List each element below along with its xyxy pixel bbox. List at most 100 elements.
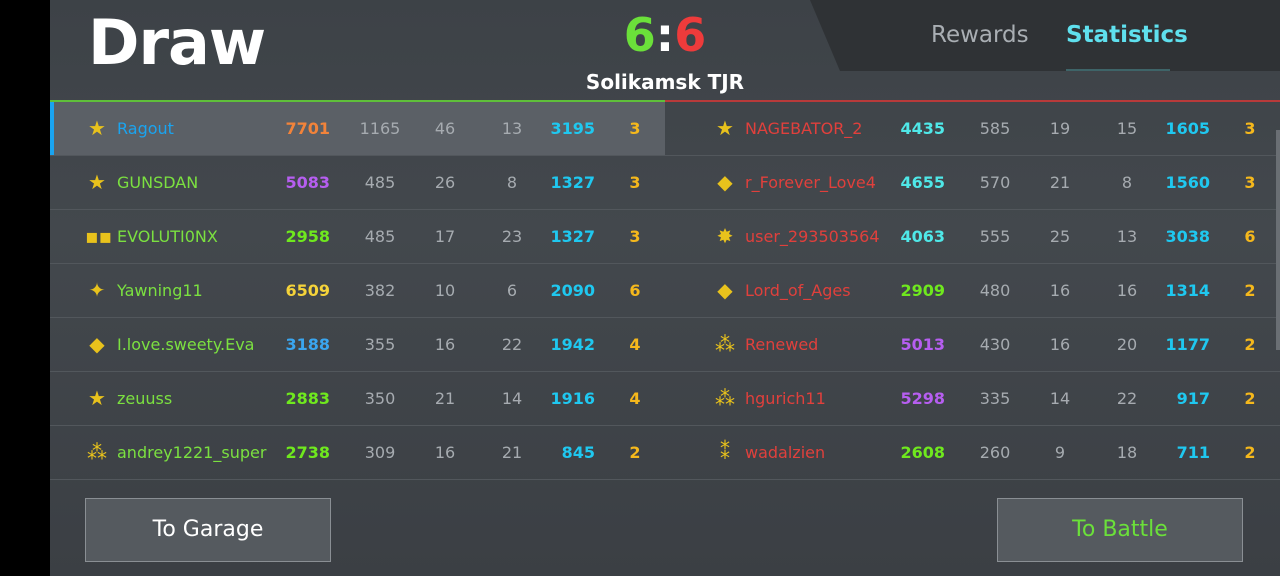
stat-2: 16 <box>434 335 456 354</box>
player-row[interactable]: ★ zeuuss 2883 350 21 14 1916 4 <box>50 372 665 426</box>
player-level: 6 <box>1244 227 1256 246</box>
stat-3: 21 <box>501 443 523 462</box>
player-name: GUNSDAN <box>117 173 199 192</box>
stat-3: 18 <box>1116 443 1138 462</box>
player-rating: 6509 <box>285 281 330 300</box>
battle-result-title: Draw <box>88 6 266 79</box>
score-left: 6 <box>623 8 656 62</box>
three-stars-icon: ⁂ <box>87 440 107 464</box>
stat-2: 46 <box>434 119 456 138</box>
player-rating: 4655 <box>900 173 945 192</box>
player-points: 2090 <box>550 281 595 300</box>
player-points: 1560 <box>1165 173 1210 192</box>
player-level: 4 <box>629 389 641 408</box>
score-separator: : <box>655 8 675 62</box>
tabs-panel <box>810 0 1280 71</box>
player-points: 1605 <box>1165 119 1210 138</box>
stat-1: 355 <box>364 335 396 354</box>
player-row[interactable]: ◆ Lord_of_Ages 2909 480 16 16 1314 2 <box>665 264 1280 318</box>
stat-1: 1165 <box>359 119 401 138</box>
player-rating: 7701 <box>285 119 330 138</box>
player-name: Yawning11 <box>117 281 203 300</box>
player-name: r_Forever_Love4 <box>745 173 876 192</box>
burst-banner-icon: ✸ <box>716 224 734 248</box>
player-name: wadalzien <box>745 443 826 462</box>
stat-3: 8 <box>506 173 518 192</box>
player-row[interactable]: ◆ I.love.sweety.Eva 3188 355 16 22 1942 4 <box>50 318 665 372</box>
player-row[interactable]: ★ Ragout 7701 1165 46 13 3195 3 <box>50 102 665 156</box>
player-points: 1942 <box>550 335 595 354</box>
player-points: 1314 <box>1165 281 1210 300</box>
player-row[interactable]: ⁑ wadalzien 2608 260 9 18 711 2 <box>665 426 1280 480</box>
stat-2: 16 <box>434 443 456 462</box>
stat-3: 22 <box>501 335 523 354</box>
team-left-divider <box>50 100 665 102</box>
stat-1: 485 <box>364 173 396 192</box>
player-row[interactable]: ⁂ andrey1221_super 2738 309 16 21 845 2 <box>50 426 665 480</box>
team-left-table: ★ Ragout 7701 1165 46 13 3195 3 ★ GUNSDAN 5083 485 2… <box>50 102 665 480</box>
stat-3: 15 <box>1116 119 1138 138</box>
star-icon: ★ <box>716 116 734 140</box>
player-rating: 5298 <box>900 389 945 408</box>
player-points: 3038 <box>1165 227 1210 246</box>
player-row[interactable]: ▪▪ EVOLUTI0NX 2958 485 17 23 1327 3 <box>50 210 665 264</box>
player-rating: 4435 <box>900 119 945 138</box>
stat-1: 335 <box>979 389 1011 408</box>
player-level: 4 <box>629 335 641 354</box>
stat-3: 16 <box>1116 281 1138 300</box>
player-points: 1177 <box>1165 335 1210 354</box>
tab-rewards[interactable]: Rewards <box>931 22 1029 48</box>
scrollbar[interactable] <box>1276 130 1280 350</box>
player-level: 2 <box>1244 281 1256 300</box>
tab-statistics[interactable]: Statistics <box>1066 22 1188 48</box>
stat-1: 585 <box>979 119 1011 138</box>
player-name: hgurich11 <box>745 389 826 408</box>
stat-2: 26 <box>434 173 456 192</box>
stat-2: 25 <box>1049 227 1071 246</box>
player-name: user_293503564 <box>745 227 880 246</box>
three-stars-icon: ⁂ <box>715 386 735 410</box>
player-name: zeuuss <box>117 389 173 408</box>
banner-stars-icon: ✦ <box>88 278 106 302</box>
stat-3: 20 <box>1116 335 1138 354</box>
stat-1: 350 <box>364 389 396 408</box>
player-points: 845 <box>561 443 595 462</box>
diamond-icon: ◆ <box>717 278 733 302</box>
player-row[interactable]: ⁂ hgurich11 5298 335 14 22 917 2 <box>665 372 1280 426</box>
player-points: 1327 <box>550 227 595 246</box>
player-row[interactable]: ◆ r_Forever_Love4 4655 570 21 8 1560 3 <box>665 156 1280 210</box>
star-icon: ★ <box>88 116 106 140</box>
player-row[interactable]: ✸ user_293503564 4063 555 25 13 3038 6 <box>665 210 1280 264</box>
two-stars-icon: ⁑ <box>720 440 730 464</box>
stat-1: 570 <box>979 173 1011 192</box>
player-level: 3 <box>629 173 641 192</box>
stat-3: 22 <box>1116 389 1138 408</box>
player-name: Ragout <box>117 119 174 138</box>
team-right-table: ★ NAGEBATOR_2 4435 585 19 15 1605 3 ◆ r_Forever_L… <box>665 102 1280 480</box>
stat-2: 19 <box>1049 119 1071 138</box>
diamond-banner-icon: ◆ <box>89 332 105 356</box>
player-level: 2 <box>1244 389 1256 408</box>
diamond-icon: ◆ <box>717 170 733 194</box>
stat-1: 485 <box>364 227 396 246</box>
map-name: Solikamsk TJR <box>585 70 745 94</box>
player-row[interactable]: ★ NAGEBATOR_2 4435 585 19 15 1605 3 <box>665 102 1280 156</box>
player-name: I.love.sweety.Eva <box>117 335 255 354</box>
player-level: 2 <box>1244 443 1256 462</box>
player-level: 3 <box>1244 173 1256 192</box>
player-row[interactable]: ★ GUNSDAN 5083 485 26 8 1327 3 <box>50 156 665 210</box>
stat-3: 23 <box>501 227 523 246</box>
player-row[interactable]: ✦ Yawning11 6509 382 10 6 2090 6 <box>50 264 665 318</box>
player-rating: 4063 <box>900 227 945 246</box>
to-garage-button[interactable]: To Garage <box>85 498 331 562</box>
stat-2: 21 <box>434 389 456 408</box>
player-rating: 2608 <box>900 443 945 462</box>
to-battle-button[interactable]: To Battle <box>997 498 1243 562</box>
stat-1: 309 <box>364 443 396 462</box>
banner-star-icon: ★ <box>88 386 106 410</box>
player-name: EVOLUTI0NX <box>117 227 218 246</box>
player-points: 917 <box>1176 389 1210 408</box>
player-row[interactable]: ⁂ Renewed 5013 430 16 20 1177 2 <box>665 318 1280 372</box>
player-level: 6 <box>629 281 641 300</box>
player-level: 2 <box>629 443 641 462</box>
